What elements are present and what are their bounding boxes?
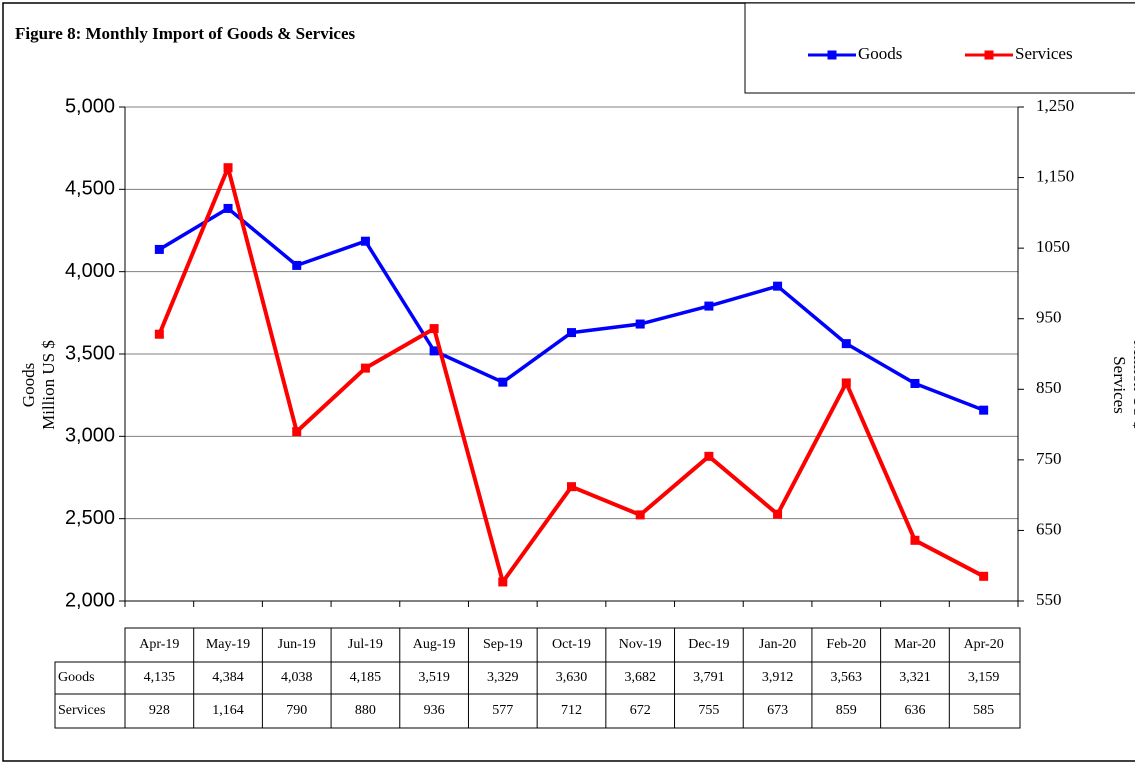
marker [841,378,851,388]
y2-tick-label: 1,250 [1036,96,1074,115]
table-cell: 4,038 [281,670,313,685]
y2-tick-label: 750 [1036,449,1062,468]
table-cell: 672 [630,703,651,718]
y2-tick-label: 1,150 [1036,166,1074,185]
table-header: Mar-20 [894,637,936,652]
marker [154,244,164,254]
table-cell: 859 [836,703,857,718]
y-tick-label: 4,000 [65,260,115,282]
table-cell: 3,159 [968,670,1000,685]
y-tick-label: 2,000 [65,589,115,611]
table-cell: 1,164 [212,703,244,718]
marker [567,482,576,492]
y-tick-label: 5,000 [65,95,115,117]
table-row-label: Goods [58,670,95,685]
legend-box [744,2,1135,94]
legend-marker [984,50,994,60]
table-cell: 673 [767,703,788,718]
table-cell: 928 [149,703,170,718]
marker [979,571,989,581]
table-cell: 577 [492,703,513,718]
marker [360,236,370,246]
table-header: Dec-19 [688,637,729,652]
y-axis-label-line: Goods [19,363,38,407]
marker [429,346,439,356]
table-cell: 585 [973,703,994,718]
table-header: Feb-20 [826,637,866,652]
table-cell: 4,384 [212,670,244,685]
table-cell: 3,912 [762,670,794,685]
table-header: Jul-19 [348,637,383,652]
table-row-label: Services [58,703,105,718]
legend-label: Goods [858,44,902,63]
marker [360,363,370,373]
table-cell: 880 [355,703,376,718]
y-tick-label: 3,500 [65,342,115,364]
marker [498,377,508,387]
table-header: Oct-19 [552,637,591,652]
marker [979,405,989,415]
y-axis-label: GoodsMillion US $ [19,340,58,430]
marker [429,324,439,334]
marker [910,535,920,545]
table-cell: 3,519 [418,670,450,685]
y2-axis-label: ServicesMillion US $ [1110,340,1135,430]
table-header: Apr-20 [964,637,1004,652]
table-cell: 790 [286,703,307,718]
y2-axis-label-line: Services [1110,356,1129,414]
marker [154,329,164,339]
y-tick-label: 3,000 [65,425,115,447]
table-cell: 4,135 [144,670,176,685]
table-cell: 636 [904,703,925,718]
y2-tick-label: 850 [1036,378,1062,397]
table-cell: 3,682 [624,670,656,685]
marker [635,510,645,520]
marker [704,451,714,461]
y-tick-label: 2,500 [65,507,115,529]
marker [567,328,576,338]
table-header: Jun-19 [278,637,316,652]
table-cell: 755 [698,703,719,718]
y2-tick-label: 1050 [1036,237,1070,256]
y-axis-label-line: Million US $ [39,340,58,430]
table-cell: 3,563 [831,670,863,685]
marker [292,260,302,270]
series-line [157,165,985,584]
marker [910,378,920,388]
table-header: Jan-20 [759,637,796,652]
table-cell: 3,630 [556,670,588,685]
table-header: Apr-19 [139,637,179,652]
chart-title: Figure 8: Monthly Import of Goods & Serv… [15,24,356,43]
marker [773,509,783,519]
table-cell: 936 [424,703,445,718]
table-cell: 3,321 [899,670,931,685]
table-cell: 3,791 [693,670,725,685]
table-header: Aug-19 [413,637,456,652]
marker [841,339,851,349]
marker [292,427,302,437]
y2-tick-label: 950 [1036,308,1062,327]
table-cell: 3,329 [487,670,519,685]
marker [635,319,645,329]
y2-axis-label-line: Million US $ [1130,340,1135,430]
table-cell: 712 [561,703,582,718]
y2-tick-label: 550 [1036,590,1062,609]
y2-tick-label: 650 [1036,519,1062,538]
table-header: May-19 [206,637,250,652]
table-header: Sep-19 [483,637,523,652]
marker [498,577,508,587]
marker [223,203,233,213]
legend-marker [827,50,837,60]
marker [704,301,714,311]
y-tick-label: 4,500 [65,178,115,200]
table-cell: 4,185 [350,670,382,685]
table-header: Nov-19 [619,637,662,652]
marker [223,163,233,173]
legend-label: Services [1015,44,1073,63]
marker [773,281,783,291]
